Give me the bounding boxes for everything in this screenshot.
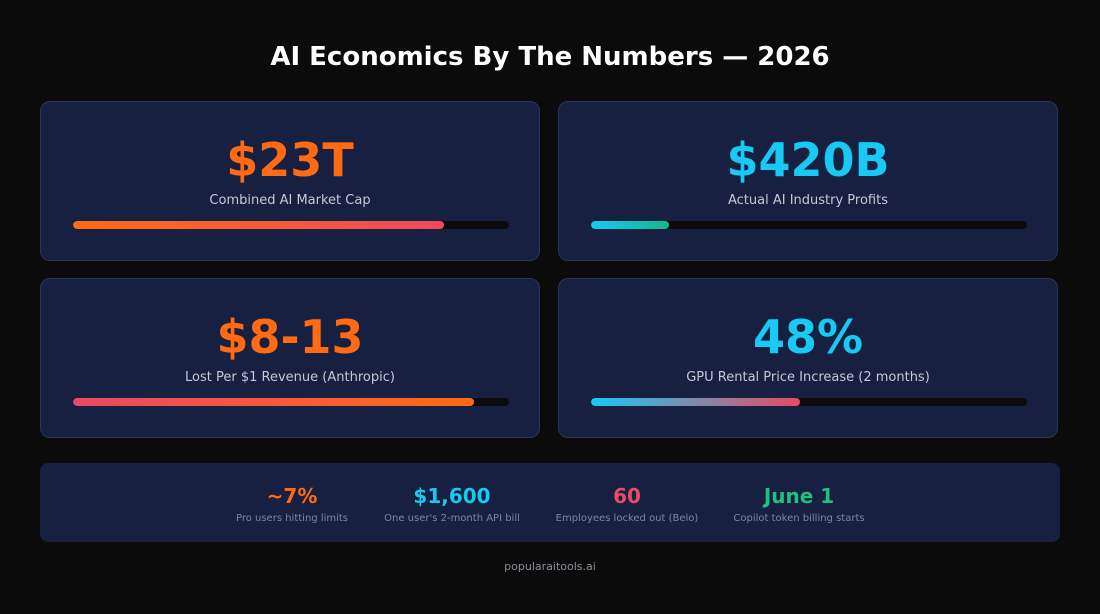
stat-copilot-billing: June 1 Copilot token billing starts xyxy=(709,483,889,525)
stat-desc: Copilot token billing starts xyxy=(733,513,865,524)
metric-label: GPU Rental Price Increase (2 months) xyxy=(686,370,930,385)
progress-fill xyxy=(591,221,670,229)
progress-track xyxy=(591,398,1027,406)
progress-track xyxy=(591,221,1027,229)
page-title: AI Economics By The Numbers — 2026 xyxy=(270,42,830,72)
stat-api-bill: $1,600 One user's 2-month API bill xyxy=(362,483,542,525)
footer-source: popularaitools.ai xyxy=(504,560,596,573)
metric-value: 48% xyxy=(752,310,864,364)
metric-label: Lost Per $1 Revenue (Anthropic) xyxy=(185,370,395,385)
metric-value: $8-13 xyxy=(216,310,364,364)
progress-fill xyxy=(73,221,444,229)
metric-card-industry-profits: $420B Actual AI Industry Profits xyxy=(558,101,1058,261)
stat-value: 60 xyxy=(613,484,641,508)
progress-fill xyxy=(591,398,801,406)
stat-pro-users: ~7% Pro users hitting limits xyxy=(202,483,382,525)
stat-value: ~7% xyxy=(266,484,318,508)
stats-strip: ~7% Pro users hitting limits $1,600 One … xyxy=(40,463,1060,542)
metric-label: Actual AI Industry Profits xyxy=(727,193,888,208)
stat-desc: Employees locked out (Belo) xyxy=(555,513,699,524)
stat-employees-locked: 60 Employees locked out (Belo) xyxy=(537,483,717,525)
metric-value: $420B xyxy=(726,133,890,187)
progress-track xyxy=(73,221,509,229)
progress-fill xyxy=(73,398,475,406)
metric-card-gpu-price: 48% GPU Rental Price Increase (2 months) xyxy=(558,278,1058,438)
metric-card-lost-per-revenue: $8-13 Lost Per $1 Revenue (Anthropic) xyxy=(40,278,540,438)
metric-card-market-cap: $23T Combined AI Market Cap xyxy=(40,101,540,261)
metric-value: $23T xyxy=(226,133,354,187)
stat-desc: Pro users hitting limits xyxy=(235,513,349,524)
stat-value: $1,600 xyxy=(413,484,491,508)
stat-desc: One user's 2-month API bill xyxy=(384,513,520,524)
stat-value: June 1 xyxy=(763,484,835,508)
metric-label: Combined AI Market Cap xyxy=(209,193,371,208)
progress-track xyxy=(73,398,509,406)
